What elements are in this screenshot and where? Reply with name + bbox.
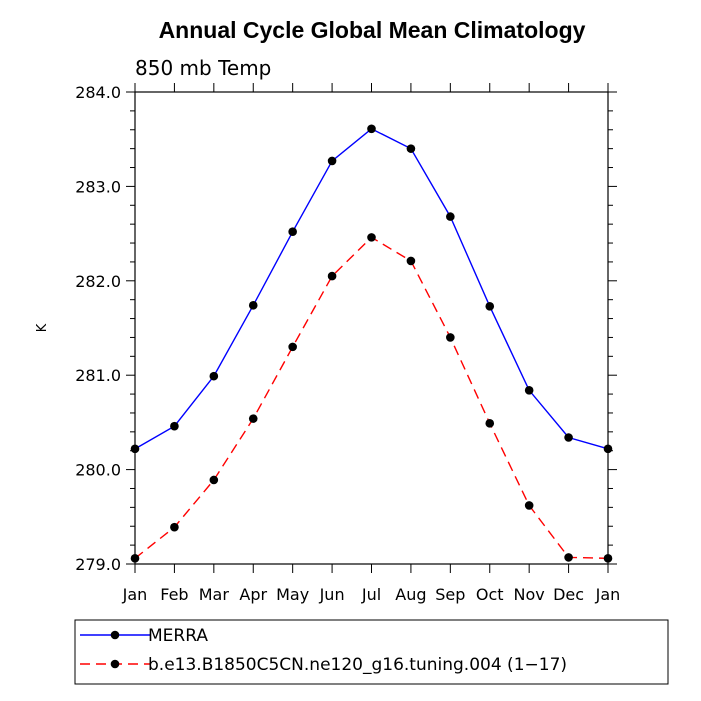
series-1-point bbox=[406, 144, 416, 153]
series-2-point bbox=[485, 419, 495, 428]
x-tick-label: Mar bbox=[199, 585, 230, 604]
series-1-point bbox=[603, 444, 613, 454]
y-tick-label: 280.0 bbox=[75, 461, 121, 480]
series-2-point bbox=[327, 271, 337, 281]
x-tick-label: Sep bbox=[435, 585, 465, 604]
y-tick-label: 281.0 bbox=[75, 366, 121, 385]
x-tick-label: Oct bbox=[476, 585, 504, 604]
series-1-point bbox=[564, 433, 573, 442]
series-line-1 bbox=[134, 127, 609, 450]
x-tick-label: Nov bbox=[514, 585, 545, 604]
series-2-point bbox=[209, 475, 219, 485]
plot-frame bbox=[134, 91, 609, 565]
series-1-point bbox=[524, 386, 534, 395]
series-2-point bbox=[248, 414, 258, 423]
legend-marker-2 bbox=[110, 659, 120, 669]
series-2-point bbox=[564, 553, 573, 562]
series-1-point bbox=[248, 301, 258, 310]
legend-marker-1 bbox=[110, 630, 120, 640]
y-tick-label: 279.0 bbox=[75, 555, 121, 574]
series-layer bbox=[130, 124, 613, 563]
x-tick-label: Jul bbox=[361, 585, 381, 604]
series-2-point bbox=[524, 501, 534, 510]
x-tick-label: May bbox=[276, 585, 309, 604]
series-2-point bbox=[603, 554, 613, 563]
x-tick-label: Apr bbox=[239, 585, 267, 604]
legend-label-1: MERRA bbox=[148, 626, 208, 646]
x-tick-label: Feb bbox=[160, 585, 188, 604]
x-tick-label: Jun bbox=[319, 585, 345, 604]
series-2-point bbox=[406, 256, 416, 266]
series-1-point bbox=[367, 124, 376, 134]
series-2-point bbox=[367, 233, 376, 242]
series-1-point bbox=[209, 371, 219, 381]
series-2-point bbox=[130, 554, 140, 563]
x-tick-label: Jan bbox=[122, 585, 148, 604]
legend: MERRA b.e13.B1850C5CN.ne120_g16.tuning.00… bbox=[74, 619, 669, 685]
series-1-point bbox=[327, 156, 337, 166]
series-1-point bbox=[446, 212, 455, 221]
y-axis-label: K bbox=[35, 323, 50, 332]
axes: 279.0 280.0 281.0 282.0 283.0 284.0 Jan Feb Mar A… bbox=[75, 83, 620, 604]
chart-title: Annual Cycle Global Mean Climatology bbox=[159, 17, 586, 43]
series-1-point bbox=[130, 444, 140, 454]
series-2-point bbox=[170, 522, 179, 532]
series-2-point bbox=[446, 333, 455, 342]
x-tick-label: Dec bbox=[553, 585, 584, 604]
legend-label-2: b.e13.B1850C5CN.ne120_g16.tuning.004 (1−… bbox=[148, 655, 567, 675]
x-tick-label: Jan bbox=[595, 585, 621, 604]
x-tick-label: Aug bbox=[395, 585, 426, 604]
series-1-point bbox=[170, 421, 179, 431]
y-tick-label: 282.0 bbox=[75, 272, 121, 291]
y-tick-label: 284.0 bbox=[75, 83, 121, 102]
series-1-point bbox=[485, 301, 495, 311]
y-tick-label: 283.0 bbox=[75, 177, 121, 196]
series-line-2 bbox=[134, 236, 609, 560]
series-1-point bbox=[288, 227, 297, 237]
series-2-point bbox=[288, 342, 297, 352]
chart-subtitle: 850 mb Temp bbox=[135, 56, 271, 80]
legend-box bbox=[74, 619, 669, 685]
